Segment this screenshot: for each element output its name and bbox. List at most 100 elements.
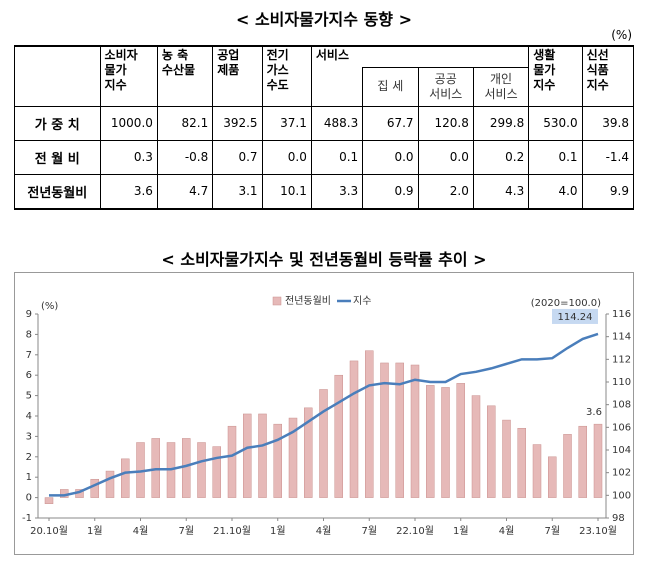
legend-label: 지수 xyxy=(353,295,371,307)
y2-tick-label: 112 xyxy=(612,354,631,365)
bar xyxy=(349,360,359,498)
cell: 37.1 xyxy=(261,105,312,141)
bar xyxy=(548,456,557,498)
y2-tick-label: 116 xyxy=(612,309,631,320)
y2-tick-label: 106 xyxy=(612,422,631,433)
cell: 3.1 xyxy=(212,173,263,210)
y2-tick-label: 100 xyxy=(612,490,631,501)
bar xyxy=(212,446,221,498)
cell: 0.0 xyxy=(261,139,312,175)
x-tick-label: 7월 xyxy=(361,525,377,537)
row-header: 전 월 비 xyxy=(14,139,101,175)
row: 전 월 비 0.3 -0.8 0.7 0.0 0.1 0.0 0.0 0.2 0.1 -1.4 xyxy=(14,139,635,175)
bar xyxy=(502,419,511,498)
x-tick-label: 20.10월 xyxy=(30,525,68,537)
x-tick-label: 7월 xyxy=(544,525,560,537)
row-header: 가 중 치 xyxy=(14,105,101,141)
data-label: 114.24 xyxy=(558,312,593,323)
bar xyxy=(365,350,374,498)
bar xyxy=(105,470,115,498)
cell: 488.3 xyxy=(310,105,364,141)
cell: 4.7 xyxy=(156,173,214,210)
cell: 0.1 xyxy=(528,139,583,175)
bar xyxy=(288,417,298,498)
cell: 10.1 xyxy=(261,173,312,210)
bar xyxy=(410,364,420,498)
cell: 2.0 xyxy=(417,173,474,210)
sub-header: 공공 서비스 xyxy=(417,67,474,107)
bar xyxy=(243,413,252,498)
x-tick-label: 1월 xyxy=(270,525,286,537)
sub-header: 개인 서비스 xyxy=(472,67,530,107)
col-header: 공업 제품 xyxy=(212,45,263,107)
unit: (%) xyxy=(611,28,632,42)
bar xyxy=(273,423,282,498)
legend-label: 전년동월비 xyxy=(285,295,331,307)
bar xyxy=(532,444,542,498)
cell: 0.9 xyxy=(362,173,419,210)
bar xyxy=(197,442,206,498)
legend-swatch xyxy=(272,296,282,306)
bar xyxy=(578,425,587,498)
bar xyxy=(517,427,526,498)
cell: 67.7 xyxy=(362,105,419,141)
y-tick-label: 1 xyxy=(26,472,32,483)
bar xyxy=(227,425,237,498)
corner xyxy=(14,45,101,107)
x-tick-label: 4월 xyxy=(316,525,332,537)
bar xyxy=(395,362,404,498)
bar xyxy=(334,374,343,498)
y2-tick-label: 98 xyxy=(612,513,625,524)
cell: 4.0 xyxy=(528,173,583,210)
y2-tick-label: 104 xyxy=(612,445,631,456)
bar xyxy=(487,405,496,498)
x-tick-label: 1월 xyxy=(87,525,103,537)
index-line xyxy=(49,332,599,497)
x-tick-label: 23.10월 xyxy=(579,525,617,537)
bar xyxy=(426,385,435,498)
y-tick-label: 6 xyxy=(26,370,32,381)
cell: 120.8 xyxy=(417,105,474,141)
cell: 0.1 xyxy=(310,139,364,175)
cell xyxy=(310,67,364,107)
chart: (%) (2020=100.0) -1 0 1 2 3 4 5 6 7 8 9 98 100 102 104 10… xyxy=(14,272,634,555)
cell: 0.7 xyxy=(212,139,263,175)
y2-axis-label: (2020=100.0) xyxy=(531,298,601,309)
row-header: 전년동월비 xyxy=(14,173,101,210)
x-tick-label: 22.10월 xyxy=(396,525,434,537)
col-header: 생활 물가 지수 xyxy=(528,45,583,107)
col-header: 농 축 수산물 xyxy=(156,45,214,107)
sub-header: 집 세 xyxy=(362,67,419,107)
cell: 392.5 xyxy=(212,105,263,141)
cell: 0.0 xyxy=(362,139,419,175)
y2-tick-label: 114 xyxy=(612,332,631,343)
y2-tick-label: 110 xyxy=(612,377,631,388)
data-label: 3.6 xyxy=(586,407,602,418)
bar xyxy=(380,362,389,498)
bar xyxy=(593,423,603,498)
x-tick-label: 4월 xyxy=(133,525,149,537)
y-axis-label: (%) xyxy=(41,301,58,312)
x-tick-label: 21.10월 xyxy=(213,525,251,537)
cell: 4.3 xyxy=(472,173,530,210)
cell: 39.8 xyxy=(581,105,635,141)
x-tick-label: 7월 xyxy=(178,525,194,537)
bar xyxy=(456,383,465,498)
cell: 3.6 xyxy=(99,173,158,210)
y-tick-label: 5 xyxy=(26,391,32,402)
row: 전년동월비 3.6 4.7 3.1 10.1 3.3 0.9 2.0 4.3 4.0 9.9 xyxy=(14,173,635,210)
cell: 299.8 xyxy=(472,105,530,141)
col-header: 서비스 xyxy=(310,45,530,68)
x-tick-label: 1월 xyxy=(453,525,469,537)
bar xyxy=(304,407,313,498)
chart-title: < 소비자물가지수 및 전년동월비 등락률 추이 > xyxy=(161,250,487,269)
cell: 0.0 xyxy=(417,139,474,175)
bar xyxy=(182,438,191,498)
bar xyxy=(441,387,450,498)
y-tick-label: 8 xyxy=(26,329,32,340)
bar xyxy=(563,434,572,498)
cell: -0.8 xyxy=(156,139,214,175)
doc-title: < 소비자물가지수 동향 > xyxy=(235,10,412,29)
cell: 0.3 xyxy=(99,139,158,175)
